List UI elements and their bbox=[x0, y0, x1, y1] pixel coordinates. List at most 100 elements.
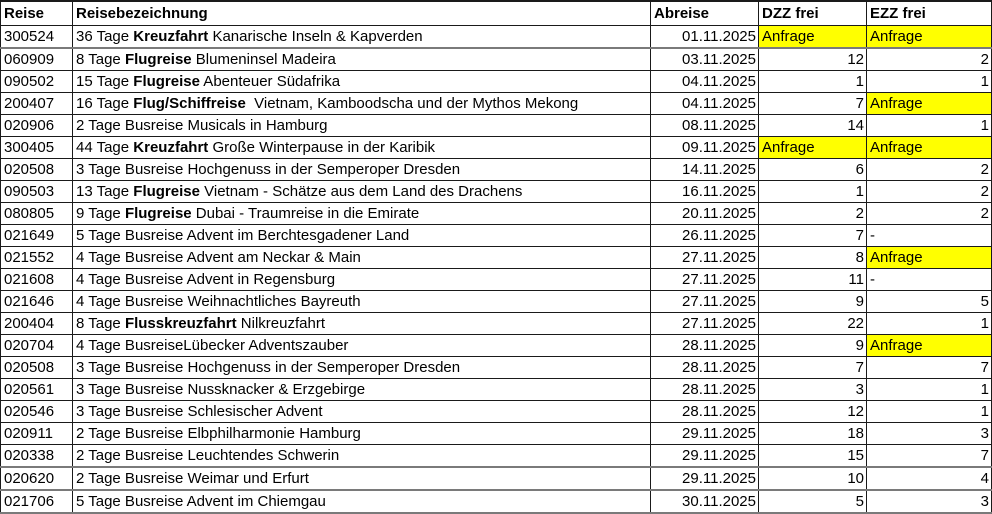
cell-reisebezeichnung[interactable]: 3 Tage Busreise Schlesischer Advent bbox=[72, 400, 651, 423]
cell-reisebezeichnung[interactable]: 15 Tage Flugreise Abenteuer Südafrika bbox=[72, 70, 651, 93]
cell-abreise-date[interactable]: 27.11.2025 bbox=[650, 268, 759, 291]
cell-reise-number[interactable]: 020620 bbox=[0, 466, 73, 491]
cell-ezz-frei[interactable]: - bbox=[866, 268, 992, 291]
cell-reise-number[interactable]: 080805 bbox=[0, 202, 73, 225]
cell-abreise-date[interactable]: 03.11.2025 bbox=[650, 47, 759, 71]
cell-abreise-date[interactable]: 08.11.2025 bbox=[650, 114, 759, 137]
cell-ezz-frei[interactable]: Anfrage bbox=[866, 25, 992, 49]
cell-ezz-frei[interactable]: 1 bbox=[866, 312, 992, 335]
cell-dzz-frei[interactable]: Anfrage bbox=[758, 25, 867, 49]
cell-abreise-date[interactable]: 04.11.2025 bbox=[650, 92, 759, 115]
cell-reise-number[interactable]: 300524 bbox=[0, 25, 73, 49]
cell-ezz-frei[interactable]: Anfrage bbox=[866, 246, 992, 269]
cell-abreise-date[interactable]: 27.11.2025 bbox=[650, 312, 759, 335]
cell-dzz-frei[interactable]: 10 bbox=[758, 466, 867, 491]
cell-dzz-frei[interactable]: 15 bbox=[758, 444, 867, 468]
cell-reise-number[interactable]: 020704 bbox=[0, 334, 73, 357]
cell-reise-number[interactable]: 020508 bbox=[0, 158, 73, 181]
cell-abreise-date[interactable]: 20.11.2025 bbox=[650, 202, 759, 225]
cell-ezz-frei[interactable]: - bbox=[866, 224, 992, 247]
cell-ezz-frei[interactable]: 4 bbox=[866, 466, 992, 491]
cell-reise-number[interactable]: 090503 bbox=[0, 180, 73, 203]
cell-dzz-frei[interactable]: 12 bbox=[758, 400, 867, 423]
cell-dzz-frei[interactable]: 22 bbox=[758, 312, 867, 335]
cell-reisebezeichnung[interactable]: 4 Tage Busreise Weihnachtliches Bayreuth bbox=[72, 290, 651, 313]
cell-ezz-frei[interactable]: 2 bbox=[866, 158, 992, 181]
cell-reisebezeichnung[interactable]: 2 Tage Busreise Leuchtendes Schwerin bbox=[72, 444, 651, 468]
cell-abreise-date[interactable]: 09.11.2025 bbox=[650, 136, 759, 159]
cell-abreise-date[interactable]: 01.11.2025 bbox=[650, 25, 759, 49]
cell-abreise-date[interactable]: 14.11.2025 bbox=[650, 158, 759, 181]
cell-ezz-frei[interactable]: 7 bbox=[866, 444, 992, 468]
cell-reisebezeichnung[interactable]: 5 Tage Busreise Advent im Berchtesgadene… bbox=[72, 224, 651, 247]
cell-reisebezeichnung[interactable]: 44 Tage Kreuzfahrt Große Winterpause in … bbox=[72, 136, 651, 159]
cell-reise-number[interactable]: 060909 bbox=[0, 47, 73, 71]
cell-reisebezeichnung[interactable]: 4 Tage BusreiseLübecker Adventszauber bbox=[72, 334, 651, 357]
cell-reisebezeichnung[interactable]: 3 Tage Busreise Hochgenuss in der Semper… bbox=[72, 158, 651, 181]
cell-reisebezeichnung[interactable]: 5 Tage Busreise Advent im Chiemgau bbox=[72, 489, 651, 514]
cell-abreise-date[interactable]: 28.11.2025 bbox=[650, 356, 759, 379]
cell-reisebezeichnung[interactable]: 13 Tage Flugreise Vietnam - Schätze aus … bbox=[72, 180, 651, 203]
cell-reise-number[interactable]: 200404 bbox=[0, 312, 73, 335]
cell-ezz-frei[interactable]: 1 bbox=[866, 400, 992, 423]
cell-reise-number[interactable]: 020546 bbox=[0, 400, 73, 423]
cell-abreise-date[interactable]: 29.11.2025 bbox=[650, 444, 759, 468]
cell-abreise-date[interactable]: 16.11.2025 bbox=[650, 180, 759, 203]
cell-abreise-date[interactable]: 27.11.2025 bbox=[650, 246, 759, 269]
cell-dzz-frei[interactable]: 12 bbox=[758, 47, 867, 71]
cell-ezz-frei[interactable]: 1 bbox=[866, 378, 992, 401]
cell-dzz-frei[interactable]: 1 bbox=[758, 180, 867, 203]
cell-reise-number[interactable]: 021552 bbox=[0, 246, 73, 269]
cell-reise-number[interactable]: 021649 bbox=[0, 224, 73, 247]
cell-dzz-frei[interactable]: 18 bbox=[758, 422, 867, 445]
cell-dzz-frei[interactable]: 1 bbox=[758, 70, 867, 93]
cell-abreise-date[interactable]: 29.11.2025 bbox=[650, 466, 759, 491]
cell-ezz-frei[interactable]: 2 bbox=[866, 47, 992, 71]
cell-reise-number[interactable]: 020561 bbox=[0, 378, 73, 401]
cell-reisebezeichnung[interactable]: 36 Tage Kreuzfahrt Kanarische Inseln & K… bbox=[72, 25, 651, 49]
cell-ezz-frei[interactable]: 7 bbox=[866, 356, 992, 379]
cell-ezz-frei[interactable]: 1 bbox=[866, 114, 992, 137]
cell-reise-number[interactable]: 200407 bbox=[0, 92, 73, 115]
cell-abreise-date[interactable]: 28.11.2025 bbox=[650, 378, 759, 401]
cell-abreise-date[interactable]: 28.11.2025 bbox=[650, 400, 759, 423]
cell-reise-number[interactable]: 300405 bbox=[0, 136, 73, 159]
cell-abreise-date[interactable]: 29.11.2025 bbox=[650, 422, 759, 445]
cell-dzz-frei[interactable]: 9 bbox=[758, 290, 867, 313]
cell-dzz-frei[interactable]: Anfrage bbox=[758, 136, 867, 159]
cell-reisebezeichnung[interactable]: 4 Tage Busreise Advent in Regensburg bbox=[72, 268, 651, 291]
cell-dzz-frei[interactable]: 9 bbox=[758, 334, 867, 357]
cell-ezz-frei[interactable]: 1 bbox=[866, 70, 992, 93]
cell-dzz-frei[interactable]: 7 bbox=[758, 92, 867, 115]
cell-ezz-frei[interactable]: 3 bbox=[866, 489, 992, 514]
cell-reisebezeichnung[interactable]: 3 Tage Busreise Hochgenuss in der Semper… bbox=[72, 356, 651, 379]
cell-dzz-frei[interactable]: 7 bbox=[758, 224, 867, 247]
cell-ezz-frei[interactable]: Anfrage bbox=[866, 136, 992, 159]
cell-dzz-frei[interactable]: 2 bbox=[758, 202, 867, 225]
cell-reise-number[interactable]: 020906 bbox=[0, 114, 73, 137]
cell-reisebezeichnung[interactable]: 8 Tage Flusskreuzfahrt Nilkreuzfahrt bbox=[72, 312, 651, 335]
cell-abreise-date[interactable]: 26.11.2025 bbox=[650, 224, 759, 247]
cell-abreise-date[interactable]: 28.11.2025 bbox=[650, 334, 759, 357]
cell-abreise-date[interactable]: 30.11.2025 bbox=[650, 489, 759, 514]
cell-reisebezeichnung[interactable]: 8 Tage Flugreise Blumeninsel Madeira bbox=[72, 47, 651, 71]
cell-reisebezeichnung[interactable]: 2 Tage Busreise Elbphilharmonie Hamburg bbox=[72, 422, 651, 445]
cell-reise-number[interactable]: 020338 bbox=[0, 444, 73, 468]
cell-ezz-frei[interactable]: 3 bbox=[866, 422, 992, 445]
cell-reise-number[interactable]: 021646 bbox=[0, 290, 73, 313]
cell-reisebezeichnung[interactable]: 16 Tage Flug/Schiffreise Vietnam, Kamboo… bbox=[72, 92, 651, 115]
cell-dzz-frei[interactable]: 3 bbox=[758, 378, 867, 401]
cell-reisebezeichnung[interactable]: 9 Tage Flugreise Dubai - Traumreise in d… bbox=[72, 202, 651, 225]
cell-dzz-frei[interactable]: 7 bbox=[758, 356, 867, 379]
cell-reisebezeichnung[interactable]: 3 Tage Busreise Nussknacker & Erzgebirge bbox=[72, 378, 651, 401]
cell-reisebezeichnung[interactable]: 2 Tage Busreise Weimar und Erfurt bbox=[72, 466, 651, 491]
cell-ezz-frei[interactable]: 5 bbox=[866, 290, 992, 313]
cell-reise-number[interactable]: 090502 bbox=[0, 70, 73, 93]
cell-dzz-frei[interactable]: 8 bbox=[758, 246, 867, 269]
cell-dzz-frei[interactable]: 14 bbox=[758, 114, 867, 137]
cell-dzz-frei[interactable]: 6 bbox=[758, 158, 867, 181]
cell-dzz-frei[interactable]: 11 bbox=[758, 268, 867, 291]
cell-ezz-frei[interactable]: Anfrage bbox=[866, 334, 992, 357]
cell-reise-number[interactable]: 021706 bbox=[0, 489, 73, 514]
cell-dzz-frei[interactable]: 5 bbox=[758, 489, 867, 514]
